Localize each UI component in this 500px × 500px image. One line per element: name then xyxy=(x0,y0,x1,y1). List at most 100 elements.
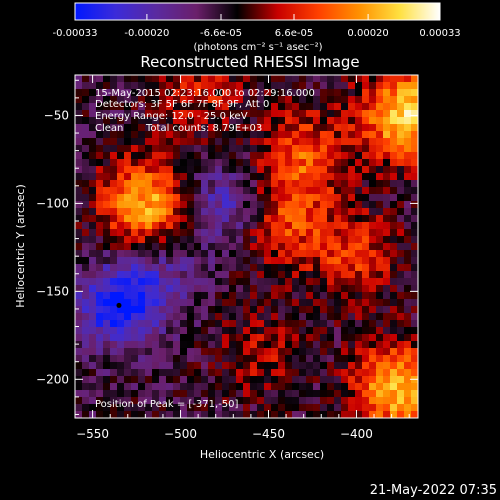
heatmap-cell xyxy=(236,222,244,230)
heatmap-cell xyxy=(362,355,370,363)
heatmap-cell xyxy=(299,187,307,195)
heatmap-cell xyxy=(194,299,202,307)
heatmap-cell xyxy=(180,376,188,384)
heatmap-cell xyxy=(138,180,146,188)
heatmap-cell xyxy=(404,215,412,223)
heatmap-cell xyxy=(159,229,167,237)
heatmap-cell xyxy=(75,89,83,97)
heatmap-cell xyxy=(369,194,377,202)
heatmap-cell xyxy=(138,173,146,181)
heatmap-cell xyxy=(362,404,370,412)
heatmap-cell xyxy=(131,327,139,335)
heatmap-cell xyxy=(166,397,174,405)
heatmap-cell xyxy=(215,292,223,300)
heatmap-cell xyxy=(166,383,174,391)
heatmap-cell xyxy=(411,89,419,97)
heatmap-cell xyxy=(313,166,321,174)
heatmap-cell xyxy=(82,264,90,272)
heatmap-cell xyxy=(180,320,188,328)
heatmap-cell xyxy=(138,348,146,356)
heatmap-cell xyxy=(411,194,419,202)
heatmap-cell xyxy=(306,173,314,181)
heatmap-cell xyxy=(180,124,188,132)
heatmap-cell xyxy=(152,124,160,132)
heatmap-cell xyxy=(103,82,111,90)
heatmap-cell xyxy=(348,236,356,244)
heatmap-cell xyxy=(103,222,111,230)
heatmap-cell xyxy=(306,103,314,111)
heatmap-cell xyxy=(117,362,125,370)
heatmap-cell xyxy=(173,404,181,412)
heatmap-cell xyxy=(390,271,398,279)
heatmap-cell xyxy=(89,166,97,174)
heatmap-cell xyxy=(341,222,349,230)
heatmap-cell xyxy=(313,348,321,356)
heatmap-cell xyxy=(222,187,230,195)
heatmap-cell xyxy=(215,285,223,293)
heatmap-cell xyxy=(187,131,195,139)
heatmap-cell xyxy=(152,278,160,286)
heatmap-cell xyxy=(229,229,237,237)
heatmap-cell xyxy=(362,264,370,272)
heatmap-cell xyxy=(187,201,195,209)
heatmap-cell xyxy=(124,397,132,405)
heatmap-cell xyxy=(306,152,314,160)
heatmap-cell xyxy=(236,271,244,279)
heatmap-cell xyxy=(152,369,160,377)
heatmap-cell xyxy=(82,369,90,377)
heatmap-cell xyxy=(271,166,279,174)
heatmap-cell xyxy=(376,103,384,111)
heatmap-cell xyxy=(320,348,328,356)
heatmap-cell xyxy=(348,110,356,118)
heatmap-cell xyxy=(348,117,356,125)
heatmap-cell xyxy=(313,362,321,370)
heatmap-cell xyxy=(117,110,125,118)
heatmap-cell xyxy=(229,327,237,335)
heatmap-cell xyxy=(257,411,265,419)
heatmap-cell xyxy=(201,292,209,300)
heatmap-cell xyxy=(383,376,391,384)
heatmap-cell xyxy=(138,110,146,118)
heatmap-cell xyxy=(390,138,398,146)
heatmap-cell xyxy=(355,355,363,363)
heatmap-cell xyxy=(222,145,230,153)
heatmap-cell xyxy=(215,411,223,419)
heatmap-cell xyxy=(166,201,174,209)
heatmap-cell xyxy=(320,201,328,209)
heatmap-cell xyxy=(264,117,272,125)
heatmap-cell xyxy=(411,369,419,377)
heatmap-cell xyxy=(117,250,125,258)
heatmap-cell xyxy=(117,75,125,83)
heatmap-cell xyxy=(152,89,160,97)
heatmap-cell xyxy=(215,376,223,384)
heatmap-cell xyxy=(110,187,118,195)
heatmap-cell xyxy=(250,250,258,258)
heatmap-cell xyxy=(236,404,244,412)
heatmap-cell xyxy=(124,334,132,342)
heatmap-cell xyxy=(376,257,384,265)
heatmap-cell xyxy=(383,362,391,370)
heatmap-cell xyxy=(362,222,370,230)
heatmap-cell xyxy=(187,229,195,237)
heatmap-cell xyxy=(355,194,363,202)
heatmap-cell xyxy=(110,334,118,342)
heatmap-cell xyxy=(131,138,139,146)
heatmap-cell xyxy=(250,257,258,265)
heatmap-cell xyxy=(306,299,314,307)
heatmap-cell xyxy=(397,264,405,272)
heatmap-cell xyxy=(348,299,356,307)
heatmap-cell xyxy=(306,222,314,230)
heatmap-cell xyxy=(145,355,153,363)
heatmap-cell xyxy=(117,124,125,132)
heatmap-cell xyxy=(376,159,384,167)
heatmap-cell xyxy=(117,187,125,195)
heatmap-cell xyxy=(89,173,97,181)
heatmap-cell xyxy=(355,327,363,335)
heatmap-cell xyxy=(348,271,356,279)
heatmap-cell xyxy=(327,404,335,412)
heatmap-cell xyxy=(285,124,293,132)
heatmap-cell xyxy=(201,285,209,293)
heatmap-cell xyxy=(264,411,272,419)
heatmap-cell xyxy=(180,250,188,258)
heatmap-cell xyxy=(117,159,125,167)
